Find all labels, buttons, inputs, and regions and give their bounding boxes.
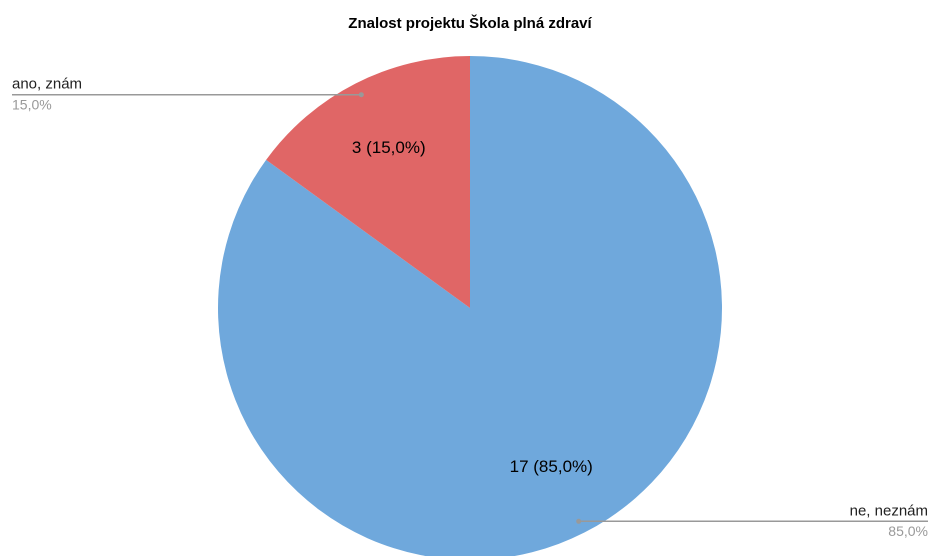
leader-dot (358, 92, 364, 98)
slice-label: 3 (15,0%) (352, 138, 426, 157)
legend-label: ne, neznám (850, 502, 928, 519)
legend-label: ano, znám (12, 76, 82, 93)
slice-label: 17 (85,0%) (510, 457, 593, 476)
legend-percent: 15,0% (12, 96, 52, 112)
chart-title: Znalost projektu Škola plná zdraví (348, 14, 592, 32)
leader-dot (576, 518, 582, 524)
legend-percent: 85,0% (888, 523, 928, 539)
pie-slice (218, 56, 723, 556)
pie-slice (266, 56, 470, 308)
